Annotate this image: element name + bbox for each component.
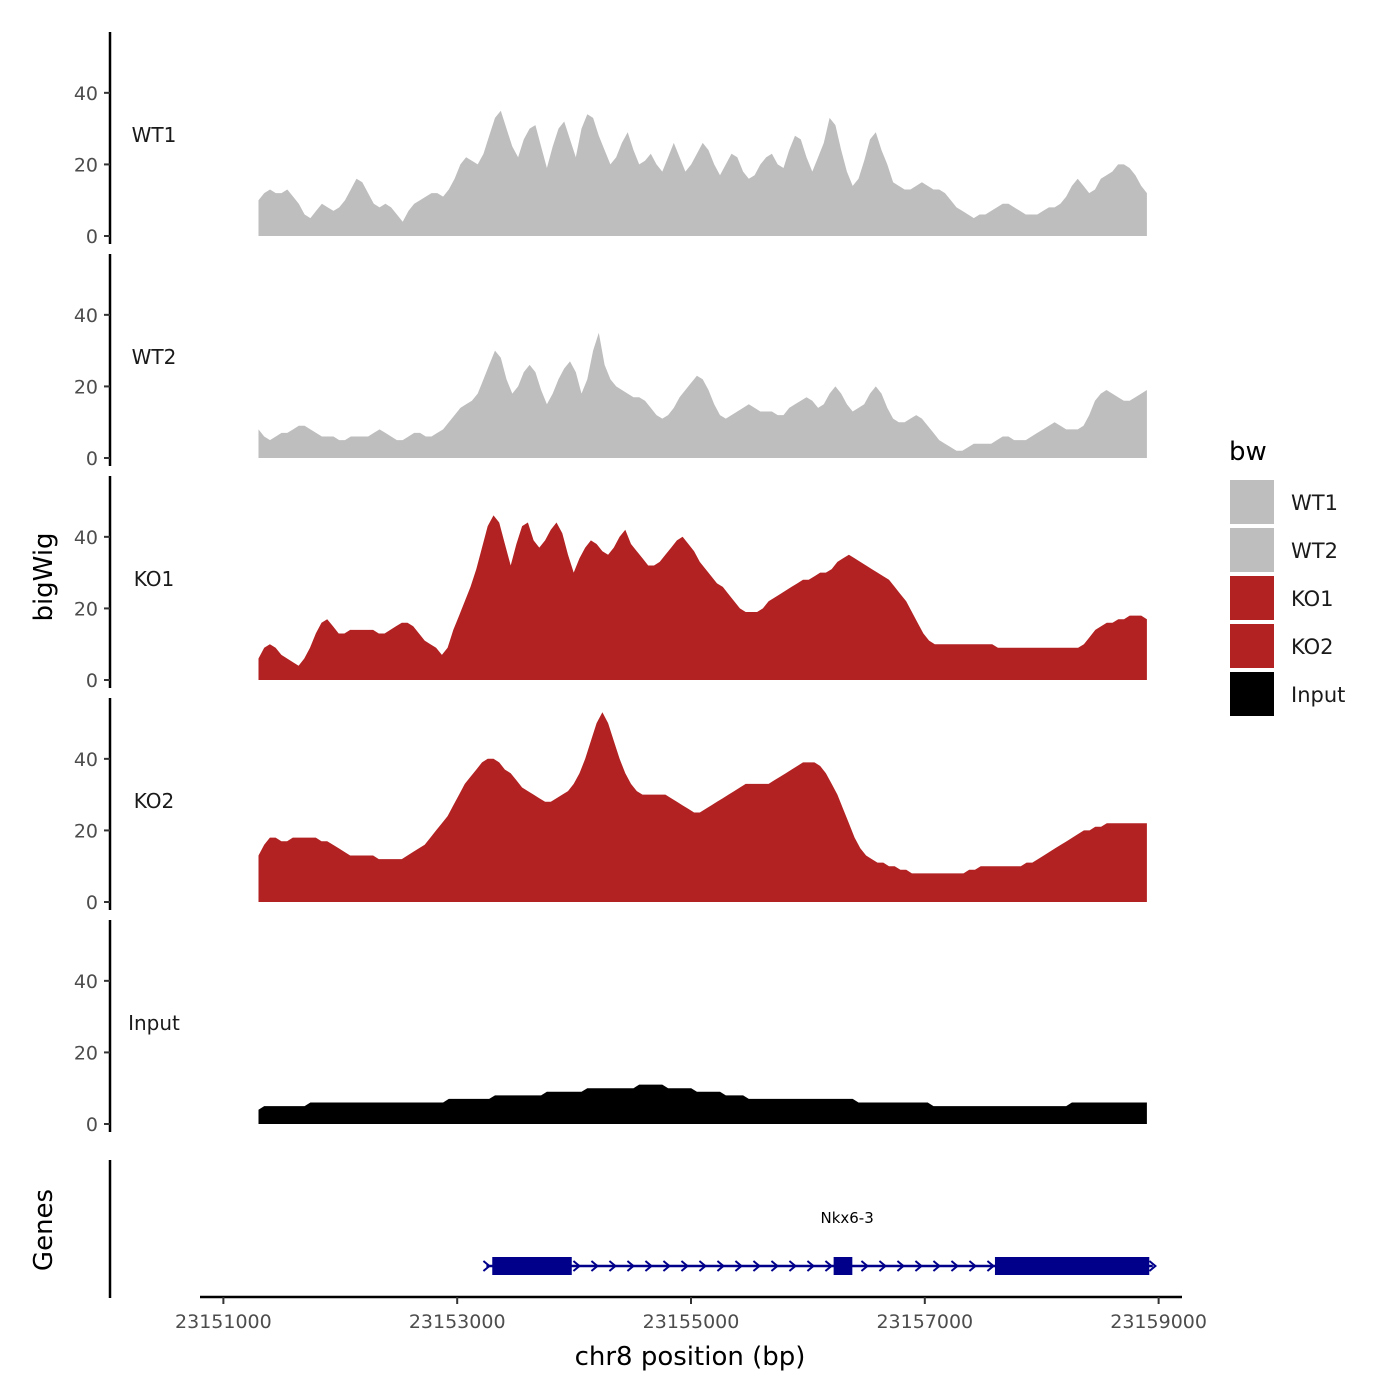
y-tick-label: 20 — [74, 154, 98, 176]
strand-arrow — [662, 1260, 671, 1272]
legend-label-ko1: KO1 — [1291, 587, 1334, 611]
strand-arrow — [698, 1260, 707, 1272]
strand-arrow — [950, 1260, 959, 1272]
legend-label-ko2: KO2 — [1291, 635, 1334, 659]
strand-arrow — [626, 1260, 635, 1272]
track-label-ko1: KO1 — [134, 567, 175, 591]
strand-arrow — [680, 1260, 689, 1272]
strand-arrow — [482, 1260, 491, 1272]
y-tick-label: 40 — [74, 749, 98, 771]
legend-swatch-wt1 — [1230, 480, 1274, 524]
y-tick-label: 40 — [74, 527, 98, 549]
area-wt1 — [258, 110, 1147, 236]
track-panels: 0 20 40 WT1 0 20 40 WT2 0 20 40 KO1 0 20 40 KO2 0 20 40 Inp… — [74, 32, 1147, 1136]
strand-arrow — [860, 1260, 869, 1272]
track-ko1: 0 20 40 KO1 — [74, 476, 1147, 692]
legend-title: bw — [1229, 437, 1267, 467]
y-tick-label: 0 — [86, 892, 98, 914]
y-axis-title: bigWig — [29, 532, 59, 621]
x-tick-label: 23153000 — [409, 1311, 506, 1333]
track-label-wt1: WT1 — [132, 123, 177, 147]
strand-arrow — [734, 1260, 743, 1272]
track-wt1: 0 20 40 WT1 — [74, 32, 1147, 248]
strand-arrow — [896, 1260, 905, 1272]
legend-swatch-ko2 — [1230, 624, 1274, 668]
strand-arrow — [806, 1260, 815, 1272]
strand-arrow — [770, 1260, 779, 1272]
track-label-wt2: WT2 — [132, 345, 177, 369]
strand-arrow — [590, 1260, 599, 1272]
track-label-ko2: KO2 — [134, 789, 175, 813]
gene-panel: Nkx6-3 — [108, 1160, 1157, 1298]
y-tick-label: 20 — [74, 376, 98, 398]
legend-swatch-wt2 — [1230, 528, 1274, 572]
x-axis: 23151000 23153000 23155000 23157000 23159000 — [175, 1295, 1207, 1333]
track-ko2: 0 20 40 KO2 — [74, 698, 1147, 914]
legend: bw WT1 WT2 KO1 KO2 Input — [1229, 437, 1345, 716]
legend-swatch-input — [1230, 672, 1274, 716]
strand-arrow — [914, 1260, 923, 1272]
strand-arrow — [752, 1260, 761, 1272]
y-tick-label: 0 — [86, 1114, 98, 1136]
track-input: 0 20 40 Input — [74, 920, 1147, 1136]
y-tick-label: 0 — [86, 448, 98, 470]
x-axis-title: chr8 position (bp) — [575, 1342, 806, 1372]
strand-arrow — [878, 1260, 887, 1272]
strand-arrow — [716, 1260, 725, 1272]
gene-exon-1 — [492, 1257, 572, 1275]
y-tick-label: 40 — [74, 305, 98, 327]
area-ko1 — [258, 515, 1147, 680]
strand-arrow — [788, 1260, 797, 1272]
x-tick-label: 23151000 — [175, 1311, 272, 1333]
gene-name-label: Nkx6-3 — [820, 1209, 873, 1227]
area-input — [258, 1084, 1147, 1124]
legend-swatch-ko1 — [1230, 576, 1274, 620]
strand-arrow — [644, 1260, 653, 1272]
x-tick-label: 23157000 — [876, 1311, 973, 1333]
strand-arrow — [968, 1260, 977, 1272]
strand-arrow — [824, 1260, 833, 1272]
strand-arrow — [986, 1260, 995, 1272]
x-tick-label: 23159000 — [1110, 1311, 1207, 1333]
gene-exon-3 — [994, 1257, 1150, 1275]
y-tick-label: 20 — [74, 598, 98, 620]
y-tick-label: 20 — [74, 1042, 98, 1064]
genes-axis-title: Genes — [29, 1189, 59, 1271]
legend-label-wt1: WT1 — [1291, 491, 1338, 515]
legend-label-wt2: WT2 — [1291, 539, 1338, 563]
area-wt2 — [258, 332, 1147, 458]
strand-arrow — [572, 1260, 581, 1272]
y-tick-label: 0 — [86, 670, 98, 692]
y-tick-label: 40 — [74, 971, 98, 993]
legend-label-input: Input — [1291, 683, 1345, 707]
y-tick-label: 40 — [74, 83, 98, 105]
strand-arrow — [1148, 1260, 1157, 1272]
x-tick-label: 23155000 — [643, 1311, 740, 1333]
y-tick-label: 0 — [86, 226, 98, 248]
y-tick-label: 20 — [74, 820, 98, 842]
gene-exon-2 — [833, 1257, 853, 1275]
track-label-input: Input — [128, 1011, 180, 1035]
strand-arrow — [932, 1260, 941, 1272]
strand-arrow — [608, 1260, 617, 1272]
area-ko2 — [258, 712, 1147, 902]
track-wt2: 0 20 40 WT2 — [74, 254, 1147, 470]
